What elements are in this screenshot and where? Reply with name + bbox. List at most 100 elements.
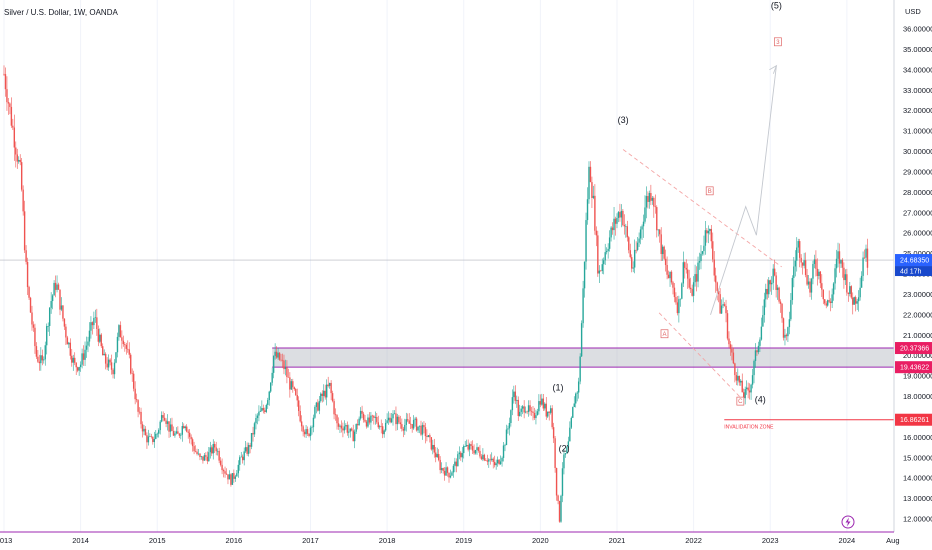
candle-body-194 [289, 377, 291, 390]
candle-body-570 [843, 267, 845, 281]
candle-body-472 [698, 261, 701, 263]
candle-body-4 [9, 103, 11, 107]
candle-body-294 [436, 454, 438, 458]
candle-body-274 [407, 419, 409, 421]
candle-body-205 [305, 429, 307, 435]
candle-body-480 [710, 228, 712, 242]
candle-body-555 [821, 283, 823, 290]
candle-body-261 [387, 417, 390, 421]
candle-body-277 [411, 424, 413, 429]
candle-body-292 [433, 444, 435, 453]
candle-body-122 [183, 426, 185, 429]
candle-body-557 [824, 299, 826, 304]
price-tag-value-2: 16.86261 [900, 417, 929, 424]
candle-body-96 [144, 428, 147, 436]
candle-body-203 [302, 426, 304, 432]
candle-body-390 [577, 381, 580, 393]
candle-body-371 [549, 408, 552, 413]
candle-body-27 [43, 359, 45, 361]
candle-body-102 [153, 438, 155, 443]
candle-body-377 [558, 501, 561, 522]
candle-body-230 [342, 428, 344, 431]
y-tick-label-22: 34.00000 [903, 65, 932, 74]
candle-body-523 [773, 268, 776, 276]
candle-body-383 [567, 441, 570, 448]
candle-body-538 [796, 247, 798, 261]
candle-body-153 [228, 474, 231, 480]
candle-body-500 [740, 380, 742, 383]
candle-body-258 [383, 430, 385, 435]
candle-body-60 [91, 322, 94, 326]
candle-body-263 [390, 418, 393, 423]
candle-body-443 [656, 207, 658, 231]
candle-body-489 [723, 304, 726, 306]
candle-body-72 [109, 359, 111, 363]
candle-body-321 [476, 447, 478, 450]
candle-body-301 [446, 467, 449, 473]
candle-body-463 [685, 267, 687, 270]
candle-body-350 [519, 411, 521, 416]
candle-body-251 [373, 415, 375, 418]
candle-body-506 [748, 390, 751, 393]
candle-body-326 [483, 454, 486, 461]
candle-body-302 [448, 472, 450, 478]
candle-body-346 [513, 391, 515, 398]
candle-body-486 [719, 294, 721, 314]
candle-body-362 [536, 411, 539, 416]
candle-body-514 [760, 326, 763, 340]
candle-body-74 [112, 369, 114, 375]
candle-body-576 [852, 297, 854, 305]
candle-body-433 [641, 226, 643, 230]
candle-body-218 [324, 390, 326, 398]
candle-body-542 [801, 262, 804, 266]
candle-body-314 [465, 445, 468, 447]
price-tags: 24.68350 4d 17h 20.37366 19.43622 16.86261 [895, 254, 932, 426]
candle-body-426 [631, 257, 633, 269]
candle-body-254 [377, 422, 379, 428]
candle-body-121 [181, 426, 183, 435]
candle-body-419 [620, 210, 623, 218]
candle-body-585 [865, 248, 867, 258]
candle-body-438 [648, 193, 651, 202]
candle-body-85 [128, 349, 130, 355]
candle-body-76 [115, 352, 117, 363]
candle-body-143 [214, 444, 216, 448]
candle-body-71 [107, 359, 110, 368]
box-label-3: 3 [776, 40, 780, 46]
candle-body-446 [660, 234, 662, 255]
candle-body-287 [426, 436, 428, 438]
y-tick-label-3: 15.00000 [903, 453, 932, 462]
candle-body-451 [667, 274, 670, 279]
candle-body-280 [415, 418, 418, 431]
candle-body-21 [34, 327, 36, 347]
candle-body-323 [479, 450, 481, 457]
x-tick-label-1: 2014 [72, 536, 89, 545]
candle-body-563 [832, 283, 835, 295]
y-tick-label-4: 16.00000 [903, 433, 932, 442]
candle-body-257 [381, 426, 384, 435]
candle-body-308 [457, 454, 459, 467]
bolt-icon[interactable] [841, 515, 855, 529]
candle-body-549 [812, 263, 814, 279]
candle-body-468 [692, 282, 695, 296]
candle-body-223 [331, 393, 334, 402]
candle-body-222 [330, 382, 332, 394]
candle-body-544 [804, 260, 807, 275]
candle-body-374 [554, 438, 556, 469]
candle-body-67 [102, 346, 104, 356]
candle-body-64 [97, 328, 100, 342]
box-label-2: C [738, 399, 743, 405]
candle-body-281 [417, 426, 419, 431]
candle-body-285 [423, 425, 425, 428]
candle-body-349 [517, 399, 519, 416]
candle-body-459 [679, 298, 682, 300]
candle-body-298 [442, 468, 444, 471]
candle-body-458 [678, 299, 680, 314]
candle-body-66 [100, 334, 102, 347]
candle-body-431 [638, 238, 640, 243]
y-tick-label-18: 30.00000 [903, 147, 932, 156]
box-label-frame-3 [774, 37, 782, 47]
candle-body-179 [267, 400, 269, 405]
candle-body-79 [119, 325, 122, 338]
